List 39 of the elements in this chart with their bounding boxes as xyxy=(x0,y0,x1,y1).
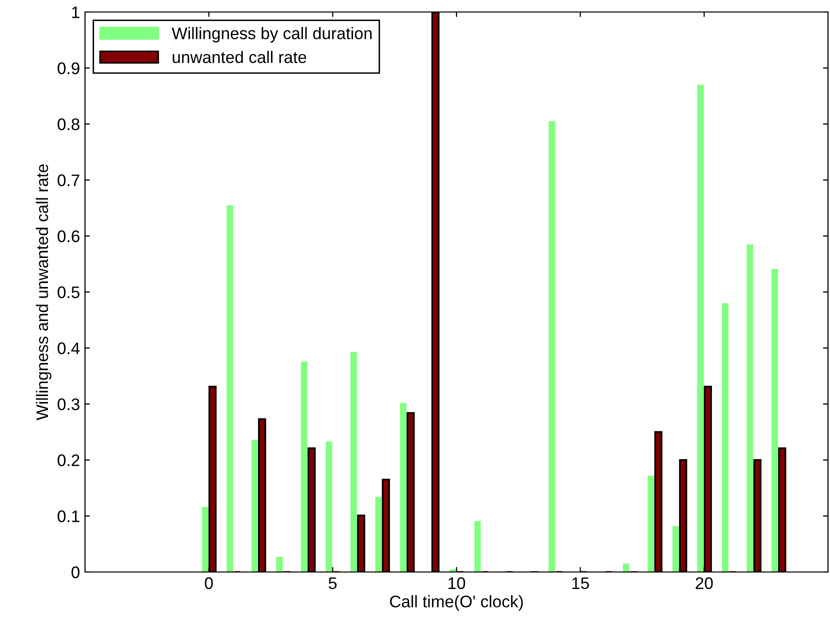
bar xyxy=(548,121,556,572)
legend-label: unwanted call rate xyxy=(172,50,306,64)
bar xyxy=(400,402,406,572)
bar xyxy=(276,556,283,572)
bar xyxy=(746,244,754,572)
y-axis-title: Willingness and unwanted call rate xyxy=(36,164,52,420)
bar xyxy=(722,303,728,572)
y-tick-label: 0.2 xyxy=(58,454,80,466)
y-tick-label: 0.4 xyxy=(58,342,80,354)
y-tick-label: 0.3 xyxy=(58,398,80,410)
y-tick-label: 0.1 xyxy=(58,510,80,522)
bar xyxy=(300,361,308,572)
bar xyxy=(474,521,481,572)
y-tick-label: 0.7 xyxy=(58,174,80,186)
x-tick-label: 5 xyxy=(328,577,337,590)
bar xyxy=(350,352,357,572)
bar xyxy=(648,476,654,572)
y-tick-label: 1 xyxy=(72,6,80,18)
bar xyxy=(226,205,234,572)
legend-label: Willingness by call duration xyxy=(172,27,372,43)
y-tick-label: 0.5 xyxy=(58,286,80,298)
bar xyxy=(375,496,382,572)
bar xyxy=(622,564,630,572)
y-tick-label: 0.9 xyxy=(58,62,80,74)
x-tick-label: 10 xyxy=(448,577,466,590)
bar xyxy=(672,526,679,572)
bar xyxy=(697,84,704,572)
bar xyxy=(450,569,456,572)
x-tick-label: 20 xyxy=(696,577,713,590)
bar xyxy=(772,269,778,572)
bar xyxy=(251,440,258,572)
bar xyxy=(326,442,332,572)
y-tick-label: 0.8 xyxy=(58,118,80,130)
y-tick-label: 0.6 xyxy=(58,230,80,242)
bar xyxy=(202,507,208,572)
y-tick-label: 0 xyxy=(72,566,80,578)
x-axis-title: Call time(O' clock) xyxy=(390,595,523,611)
x-tick-label: 0 xyxy=(204,577,213,590)
x-tick-label: 15 xyxy=(572,577,589,590)
